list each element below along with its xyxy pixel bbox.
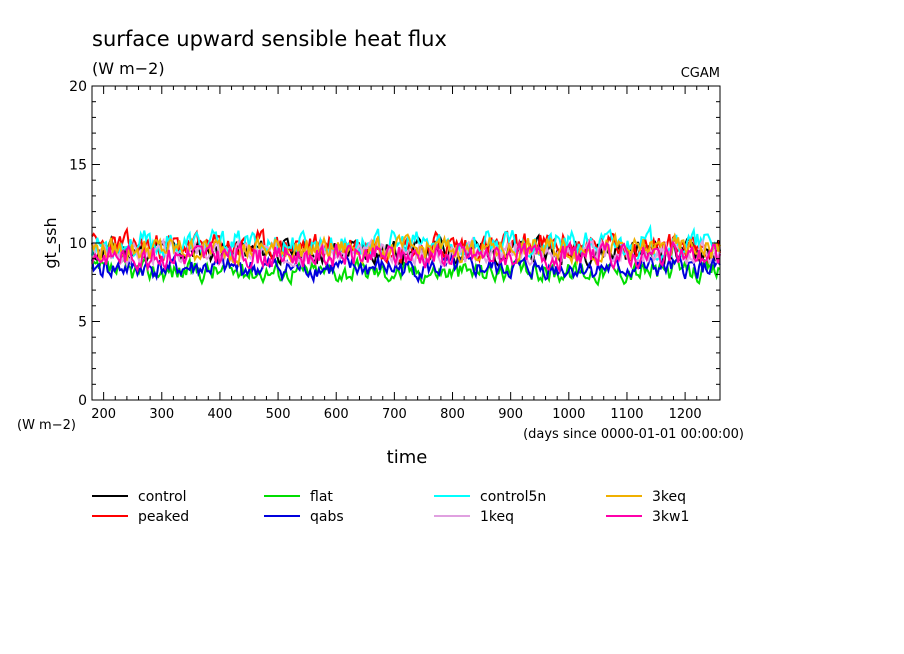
x-tick-label: 1100 [610, 407, 643, 422]
y-tick-label: 20 [69, 79, 87, 95]
plot-lines [91, 223, 721, 287]
x-tick-label: 900 [498, 407, 523, 422]
y-tick-label: 0 [78, 393, 87, 409]
x-tick-label: 1200 [669, 407, 702, 422]
x-tick-label: 1000 [552, 407, 585, 422]
legend-label-3kw1: 3kw1 [652, 509, 689, 525]
x-tick-label: 500 [266, 407, 291, 422]
series-line-3kw1 [91, 239, 721, 275]
x-tick-label: 700 [382, 407, 407, 422]
legend-label-control5n: control5n [480, 489, 546, 505]
y-tick-label: 10 [69, 236, 87, 252]
y-axis-label: gt_ssh [41, 217, 61, 268]
x-tick-label: 200 [91, 407, 116, 422]
legend-label-3keq: 3keq [652, 489, 686, 505]
source-label: CGAM [681, 66, 720, 81]
legend: control peaked flat qabs control5n 1keq 3keq 3k… [92, 489, 689, 525]
x-axis-units: (days since 0000-01-01 00:00:00) [523, 427, 744, 442]
x-tick-label: 600 [324, 407, 349, 422]
axis-ticks: 200 300 400 500 600 700 800 900 1000 1100 1200 0 5 10… [69, 79, 721, 422]
chart-title: surface upward sensible heat flux [92, 27, 447, 51]
chart-units: (W m−2) [92, 59, 165, 78]
legend-label-control: control [138, 489, 187, 505]
legend-label-peaked: peaked [138, 509, 189, 525]
x-tick-label: 300 [149, 407, 174, 422]
y-tick-label: 15 [69, 158, 87, 174]
y-tick-label: 5 [78, 315, 87, 331]
series-line-1keq [91, 236, 721, 268]
series-line-3keq [91, 231, 721, 268]
x-axis-label: time [387, 447, 428, 468]
legend-label-1keq: 1keq [480, 509, 514, 525]
legend-label-qabs: qabs [310, 509, 344, 525]
series-line-control5n [91, 223, 721, 263]
legend-label-flat: flat [310, 489, 333, 505]
x-tick-label: 800 [440, 407, 465, 422]
x-tick-label: 400 [208, 407, 233, 422]
y-axis-units: (W m−2) [17, 418, 76, 433]
